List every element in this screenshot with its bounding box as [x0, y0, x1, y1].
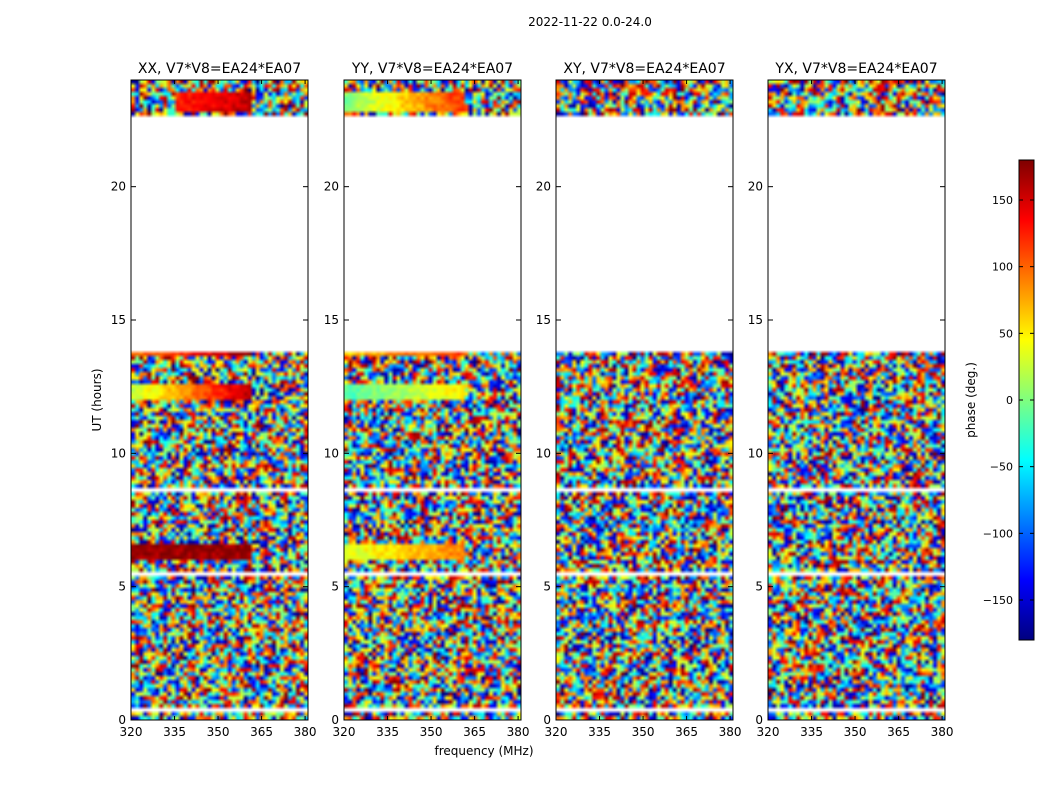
y-tick-label: 5: [331, 580, 339, 594]
x-tick-label: 365: [675, 725, 698, 739]
x-tick-label: 320: [333, 725, 356, 739]
x-tick-label: 320: [757, 725, 780, 739]
y-tick-label: 0: [543, 713, 551, 727]
colorbar: −150 −100 −50 0 50 100 150: [983, 159, 1035, 641]
y-tick-label: 5: [543, 580, 551, 594]
x-tick-label: 380: [507, 725, 530, 739]
panel-group: XX, V7*V8=EA24*EA07 320 335 350 365 380 0 5 10 15…: [111, 61, 954, 739]
y-tick-label: 10: [748, 446, 763, 460]
colorbar-tick-label: −100: [983, 527, 1013, 540]
colorbar-tick-label: 150: [992, 194, 1013, 207]
x-tick-label: 350: [632, 725, 655, 739]
x-tick-label: 350: [844, 725, 867, 739]
phase-raster: [556, 80, 733, 720]
y-tick-label: 20: [536, 180, 551, 194]
y-tick-label: 0: [331, 713, 339, 727]
y-tick-label: 20: [111, 180, 126, 194]
phase-raster: [344, 80, 521, 720]
x-tick-label: 335: [588, 725, 611, 739]
panel-0: XX, V7*V8=EA24*EA07 320 335 350 365 380 0 5 10 15…: [111, 61, 317, 739]
axes-frame: [555, 79, 734, 721]
panel-3: YX, V7*V8=EA24*EA07 320 335 350 365 380 0 5 10 15…: [748, 61, 954, 739]
phase-raster: [131, 80, 308, 720]
y-axis-label: UT (hours): [90, 368, 104, 431]
y-tick-label: 20: [748, 180, 763, 194]
x-tick-label: 350: [207, 725, 230, 739]
x-tick-label: 320: [545, 725, 568, 739]
x-tick-label: 350: [420, 725, 443, 739]
panel-2: XY, V7*V8=EA24*EA07 320 335 350 365 380 0 5 10 15…: [536, 61, 742, 739]
y-tick-label: 15: [536, 313, 551, 327]
x-tick-label: 380: [719, 725, 742, 739]
colorbar-label: phase (deg.): [964, 362, 978, 438]
panel-title: YX, V7*V8=EA24*EA07: [774, 61, 937, 77]
x-tick-label: 320: [120, 725, 143, 739]
x-tick-label: 335: [163, 725, 186, 739]
axes-frame: [343, 79, 522, 721]
y-tick-label: 15: [748, 313, 763, 327]
y-tick-label: 5: [755, 580, 763, 594]
x-tick-label: 365: [887, 725, 910, 739]
y-tick-label: 10: [111, 446, 126, 460]
y-tick-label: 10: [536, 446, 551, 460]
x-tick-label: 380: [931, 725, 954, 739]
colorbar-tick-label: −50: [990, 461, 1013, 474]
x-tick-label: 365: [250, 725, 273, 739]
y-tick-label: 0: [118, 713, 126, 727]
y-tick-label: 15: [324, 313, 339, 327]
colorbar-tick-label: 50: [999, 327, 1013, 340]
axes-frame: [767, 79, 946, 721]
y-tick-label: 5: [118, 580, 126, 594]
figure-suptitle: 2022-11-22 0.0-24.0: [528, 15, 652, 29]
panel-title: XY, V7*V8=EA24*EA07: [563, 61, 725, 77]
panel-1: YY, V7*V8=EA24*EA07 320 335 350 365 380 0 5 10 15…: [324, 61, 530, 739]
phase-raster: [768, 80, 945, 720]
axes-frame: [130, 79, 309, 721]
y-tick-label: 15: [111, 313, 126, 327]
panel-title: YY, V7*V8=EA24*EA07: [351, 61, 513, 77]
x-tick-label: 365: [463, 725, 486, 739]
x-axis-label: frequency (MHz): [434, 744, 533, 758]
x-tick-label: 335: [376, 725, 399, 739]
colorbar-tick-label: 100: [992, 261, 1013, 274]
x-tick-label: 380: [294, 725, 317, 739]
y-tick-label: 10: [324, 446, 339, 460]
colorbar-tick-label: 0: [1006, 394, 1013, 407]
y-tick-label: 0: [755, 713, 763, 727]
panel-title: XX, V7*V8=EA24*EA07: [138, 61, 301, 77]
x-tick-label: 335: [800, 725, 823, 739]
colorbar-tick-label: −150: [983, 594, 1013, 607]
y-tick-label: 20: [324, 180, 339, 194]
